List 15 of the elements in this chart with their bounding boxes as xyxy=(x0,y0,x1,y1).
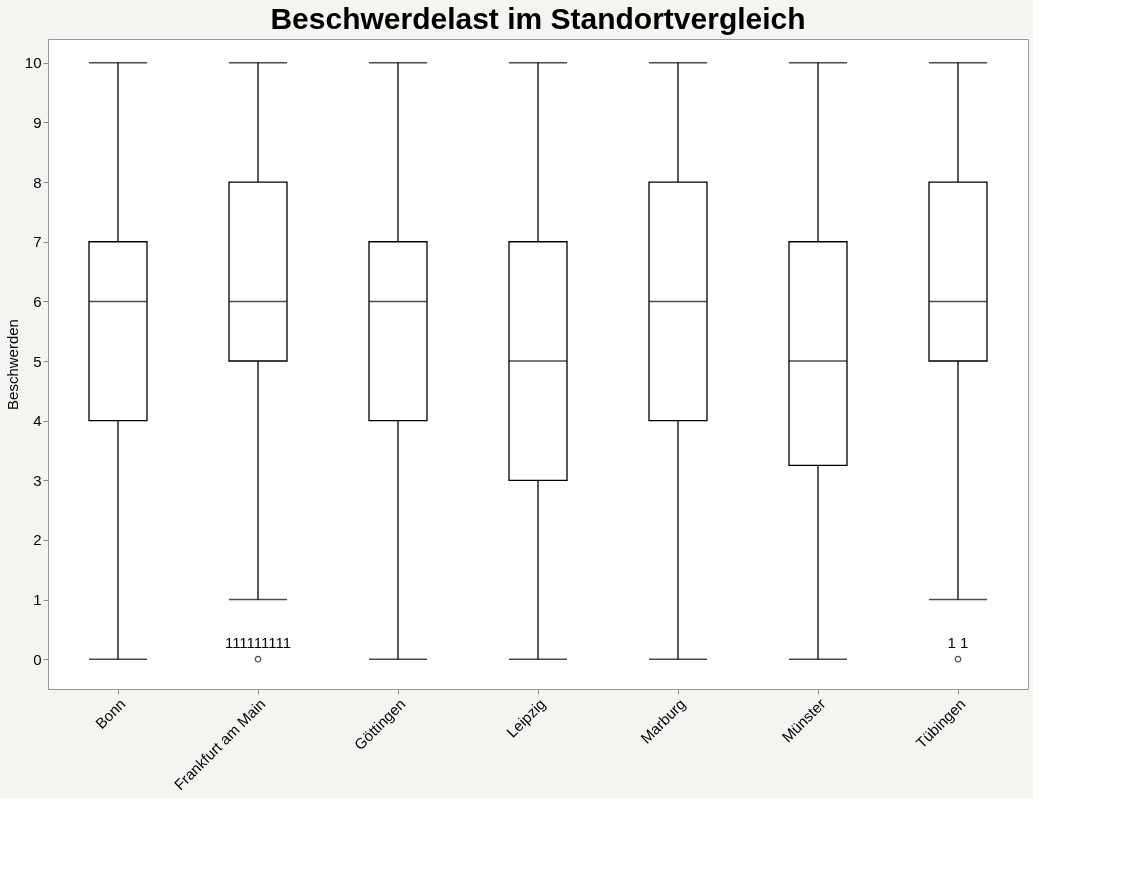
annotation: 111111111 xyxy=(224,634,292,652)
y-tick-label: 10 xyxy=(24,54,42,72)
y-tick-label: 6 xyxy=(33,292,42,310)
y-tick-label: 9 xyxy=(33,113,42,131)
y-tick-label: 1 xyxy=(33,591,42,609)
y-tick-label: 4 xyxy=(33,412,42,430)
y-tick-label: 0 xyxy=(33,650,42,668)
annotation: 1 1 xyxy=(947,634,969,652)
y-tick-label: 7 xyxy=(33,233,42,251)
y-tick-label: 3 xyxy=(33,471,42,489)
y-tick-label: 5 xyxy=(33,352,42,370)
y-tick-label: 2 xyxy=(33,531,42,549)
y-tick-label: 8 xyxy=(33,173,42,191)
chart-title: Beschwerdelast im Standortvergleich xyxy=(270,2,806,35)
y-axis-title: Beschwerden xyxy=(3,319,21,410)
